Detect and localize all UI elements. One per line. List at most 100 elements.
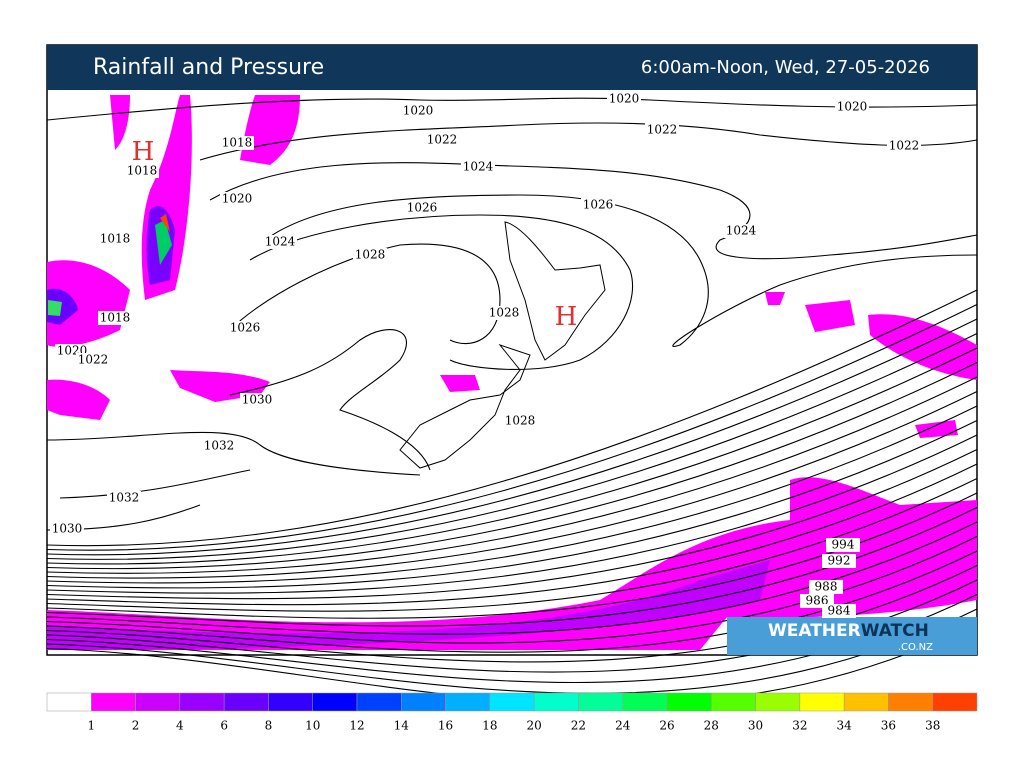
isobar-label: 1028 (355, 248, 386, 262)
legend-tick-label: 18 (482, 719, 497, 733)
legend-tick-label: 14 (394, 719, 410, 733)
isobar-label: 1028 (505, 414, 536, 428)
legend-swatch (843, 692, 889, 712)
label-bg (487, 306, 521, 320)
isobar-label: 1022 (889, 139, 920, 153)
isobar (46, 521, 978, 635)
label-bg (401, 104, 435, 118)
isobar (46, 333, 978, 560)
legend-tick-label: 36 (881, 719, 896, 733)
isobar (46, 304, 978, 551)
legend-swatch (91, 692, 136, 712)
legend-swatch (622, 692, 668, 712)
isobar-label: 1020 (609, 92, 640, 106)
legend-tick-label: 20 (527, 719, 542, 733)
label-bg (425, 133, 459, 147)
legend-tick-label: 16 (438, 719, 453, 733)
isobar (46, 449, 978, 600)
isobar-label: 994 (832, 538, 855, 552)
isobar-label: 1018 (100, 232, 131, 246)
isobar (46, 420, 978, 589)
isobar-label: 1022 (427, 133, 458, 147)
label-bg (645, 123, 679, 137)
isobar-label: 1024 (726, 224, 757, 238)
label-bg (76, 353, 110, 367)
isobar-label: 1030 (52, 522, 83, 536)
isobar-label: 988 (815, 580, 838, 594)
isobar-label: 1028 (489, 306, 520, 320)
label-bg (822, 604, 856, 618)
label-bg (125, 164, 159, 178)
time-range: 6:00am-Noon, Wed, 27-05-2026 (641, 57, 930, 78)
legend-swatch (179, 692, 225, 712)
isobar (46, 289, 978, 547)
label-bg (220, 192, 254, 206)
isobar-label: 984 (828, 604, 851, 618)
isobar-label: 1020 (222, 192, 253, 206)
isobar-label: 1024 (265, 235, 296, 249)
legend-tick-label: 26 (659, 719, 674, 733)
logo-box (727, 617, 977, 655)
label-bg (581, 198, 615, 212)
label-bg (503, 414, 537, 428)
legend-tick-label: 28 (704, 719, 719, 733)
label-bg (826, 538, 860, 552)
legend-swatch (489, 692, 535, 712)
legend-tick-label: 38 (925, 719, 940, 733)
legend-swatch (799, 692, 845, 712)
isobar-label: 992 (828, 554, 851, 568)
logo-main: WEATHER (768, 621, 861, 641)
legend-swatch (135, 692, 181, 712)
isobar (46, 347, 978, 565)
isobar-label: 1026 (583, 198, 614, 212)
isobar-label: 1032 (204, 439, 235, 453)
label-bg (461, 160, 495, 174)
legend-swatch (533, 692, 579, 712)
label-bg (107, 491, 141, 505)
label-bg (98, 311, 132, 325)
isobar-label: 1020 (403, 104, 434, 118)
legend-swatch (578, 692, 623, 712)
land (399, 221, 606, 469)
legend: 1 2 4 6 8 10 12 14 16 18 20 22 24 26 28 30 32 34 36 38 (46, 692, 978, 733)
isobar-label: 1022 (647, 123, 678, 137)
label-bg (98, 232, 132, 246)
isobar-label: 1030 (242, 393, 273, 407)
isobar-label: 1018 (222, 136, 253, 150)
isobar-label: 1018 (127, 164, 158, 178)
legend-swatch (445, 692, 491, 712)
isobar-label: 1020 (837, 100, 868, 114)
isobar-label: 1022 (78, 353, 109, 367)
rain-areas (47, 95, 977, 650)
legend-tick-label: 2 (132, 719, 140, 733)
legend-swatch (666, 692, 712, 712)
legend-tick-label: 4 (176, 719, 184, 733)
legend-tick-label: 6 (220, 719, 228, 733)
isobar-label: 1024 (463, 160, 494, 174)
isobar-label: 1026 (407, 201, 438, 215)
legend-tick-label: 22 (571, 719, 586, 733)
legend-tick-label: 30 (748, 719, 763, 733)
label-bg (202, 439, 236, 453)
legend-tick-label: 34 (837, 719, 853, 733)
legend-tick-label: 32 (792, 719, 807, 733)
label-bg (353, 248, 387, 262)
isobar (46, 463, 978, 606)
legend-swatch (401, 692, 446, 712)
legend-swatch (223, 692, 269, 712)
legend-swatch (46, 692, 92, 712)
label-bg (263, 235, 297, 249)
legend-swatch (888, 692, 933, 712)
label-bg (822, 554, 856, 568)
title-bar (47, 45, 977, 90)
label-bg (887, 139, 921, 153)
isobar (46, 318, 978, 556)
legend-tick-label: 8 (265, 719, 273, 733)
legend-tick-label: 1 (87, 719, 95, 733)
isobar (46, 391, 978, 579)
label-bg (835, 100, 869, 114)
legend-tick-label: 10 (305, 719, 320, 733)
label-bg (405, 201, 439, 215)
legend-swatch (312, 692, 358, 712)
title: Rainfall and Pressure (93, 55, 324, 80)
